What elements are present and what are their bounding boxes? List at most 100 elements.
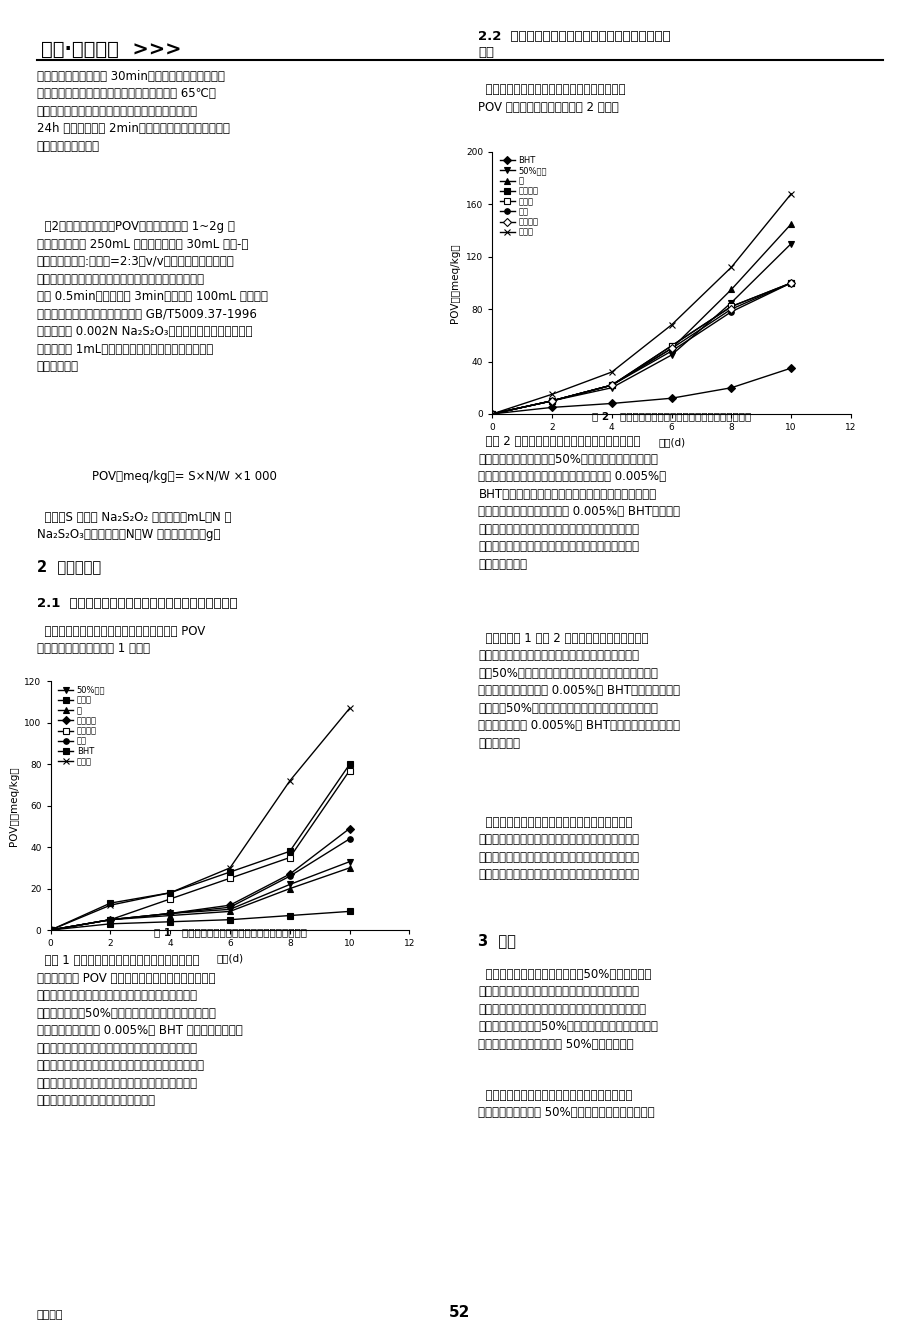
50%甲醇 bbox=[344, 853, 355, 870]
BHT bbox=[284, 907, 295, 923]
正己烷 bbox=[665, 337, 676, 353]
水 bbox=[665, 340, 676, 356]
水 bbox=[785, 216, 796, 233]
甲醇 bbox=[45, 922, 56, 938]
Line: 水: 水 bbox=[48, 866, 352, 933]
无水乙醇 bbox=[486, 406, 497, 422]
Text: 2.2  黄皮果不同溶剂提取物对花生油抗氧化能力的
分析: 2.2 黄皮果不同溶剂提取物对花生油抗氧化能力的 分析 bbox=[478, 30, 670, 59]
Line: 甲醇: 甲醇 bbox=[48, 836, 352, 933]
对照品 bbox=[486, 406, 497, 422]
50%甲醇 bbox=[45, 922, 56, 938]
对照品 bbox=[224, 860, 235, 876]
Text: 图 2   黄皮果的不同溶剂提取物对花生油的抗氧化效果: 图 2 黄皮果的不同溶剂提取物对花生油的抗氧化效果 bbox=[591, 411, 751, 421]
乙酸乙酯 bbox=[165, 891, 176, 907]
BHT bbox=[606, 395, 617, 411]
对照品 bbox=[284, 773, 295, 789]
水 bbox=[344, 860, 355, 876]
无水乙醇 bbox=[45, 922, 56, 938]
甲醇 bbox=[725, 304, 736, 320]
BHT bbox=[224, 911, 235, 927]
甲醇 bbox=[546, 392, 557, 409]
50%甲醇 bbox=[606, 380, 617, 396]
水 bbox=[606, 378, 617, 394]
Line: 甲醇: 甲醇 bbox=[489, 280, 793, 417]
Text: 2  结果与讨论: 2 结果与讨论 bbox=[37, 559, 101, 574]
50%甲醇 bbox=[224, 902, 235, 918]
Legend: BHT, 50%甲醇, 水, 无水乙醇, 正己烷, 甲醇, 乙酸乙酯, 对照品: BHT, 50%甲醇, 水, 无水乙醇, 正己烷, 甲醇, 乙酸乙酯, 对照品 bbox=[499, 156, 546, 237]
乙酸乙酯 bbox=[486, 406, 497, 422]
BHT bbox=[785, 360, 796, 376]
对照品 bbox=[105, 898, 116, 914]
无水乙醇 bbox=[546, 392, 557, 409]
甲醇 bbox=[224, 899, 235, 915]
Text: 技术·油脂工程  >>>: 技术·油脂工程 >>> bbox=[41, 40, 182, 59]
Line: BHT: BHT bbox=[489, 366, 793, 417]
水 bbox=[725, 281, 736, 297]
Line: 无水乙醇: 无水乙醇 bbox=[48, 825, 352, 933]
正己烷 bbox=[486, 406, 497, 422]
50%甲醇 bbox=[785, 235, 796, 251]
正己烷 bbox=[284, 843, 295, 859]
甲醇 bbox=[785, 276, 796, 292]
BHT bbox=[45, 922, 56, 938]
水 bbox=[165, 907, 176, 923]
乙酸乙酯 bbox=[224, 870, 235, 886]
甲醇 bbox=[665, 343, 676, 359]
对照品 bbox=[665, 317, 676, 333]
甲醇 bbox=[486, 406, 497, 422]
乙酸乙酯 bbox=[45, 922, 56, 938]
Line: 乙酸乙酯: 乙酸乙酯 bbox=[489, 280, 793, 417]
BHT bbox=[165, 914, 176, 930]
Text: 花生油在添加了黄皮果的不同溶剂提取物后的
POV 值随时间的变化情况如图 2 所示。: 花生油在添加了黄皮果的不同溶剂提取物后的 POV 值随时间的变化情况如图 2 所… bbox=[478, 83, 625, 114]
Line: 对照品: 对照品 bbox=[488, 191, 794, 418]
Text: POV（meq/kg）= S×N/W ×1 000: POV（meq/kg）= S×N/W ×1 000 bbox=[92, 470, 277, 484]
水 bbox=[284, 880, 295, 896]
Legend: 50%甲醇, 正己烷, 水, 无水乙醇, 乙酸乙酯, 甲醇, BHT, 对照品: 50%甲醇, 正己烷, 水, 无水乙醇, 乙酸乙酯, 甲醇, BHT, 对照品 bbox=[58, 685, 105, 766]
Text: 由图 2 可知，黄皮果的不同有机溶剂提取物对花
生油的抗氧化能力不同。50%的甲醇和水的提取物对花
生油的抗氧化能力相似，均优于质量分数为 0.005%的
BH: 由图 2 可知，黄皮果的不同有机溶剂提取物对花 生油的抗氧化能力不同。50%的甲… bbox=[478, 435, 680, 571]
水 bbox=[546, 392, 557, 409]
50%甲醇 bbox=[546, 392, 557, 409]
无水乙醇 bbox=[725, 298, 736, 314]
Text: 图 1   黄皮果的不同溶剂提取物对猪油的抗氧化效果: 图 1 黄皮果的不同溶剂提取物对猪油的抗氧化效果 bbox=[153, 927, 306, 937]
乙酸乙酯 bbox=[725, 301, 736, 317]
对照品 bbox=[45, 922, 56, 938]
甲醇 bbox=[105, 911, 116, 927]
Text: 由图 1 可知，添加了不同极性溶剂提取的黄皮果
提取物的猪油 POV 值均低于对照品。这表明不同溶剂
的黄皮果提取物对猪油均具有抗氧化作用，但抗氧化
能力强弱不: 由图 1 可知，添加了不同极性溶剂提取的黄皮果 提取物的猪油 POV 值均低于对… bbox=[37, 954, 243, 1107]
无水乙醇 bbox=[785, 276, 796, 292]
乙酸乙酯 bbox=[284, 849, 295, 866]
正己烷 bbox=[165, 884, 176, 900]
50%甲醇 bbox=[284, 876, 295, 892]
正己烷 bbox=[45, 922, 56, 938]
Line: 正己烷: 正己烷 bbox=[489, 280, 793, 417]
Y-axis label: POV值（meq/kg）: POV值（meq/kg） bbox=[450, 243, 460, 323]
无水乙醇 bbox=[665, 337, 676, 353]
Text: 52: 52 bbox=[448, 1305, 471, 1320]
BHT bbox=[486, 406, 497, 422]
Line: 50%甲醇: 50%甲醇 bbox=[48, 859, 352, 933]
乙酸乙酯 bbox=[344, 762, 355, 778]
Text: 万方数据: 万方数据 bbox=[37, 1310, 63, 1320]
Line: 水: 水 bbox=[489, 222, 793, 417]
甲醇 bbox=[284, 868, 295, 884]
正己烷 bbox=[105, 895, 116, 911]
水 bbox=[224, 903, 235, 919]
Text: 由此可以发现，从黄皮果中提取实用天然抗氧化
剂时，可以使用水和 50%甲醇作为浸提剂，具体是哪: 由此可以发现，从黄皮果中提取实用天然抗氧化 剂时，可以使用水和 50%甲醇作为浸… bbox=[478, 1089, 654, 1120]
对照品 bbox=[344, 700, 355, 716]
正己烷 bbox=[785, 276, 796, 292]
BHT bbox=[725, 380, 736, 396]
X-axis label: 时间(d): 时间(d) bbox=[216, 954, 244, 964]
Text: 式中，S 为消耗 Na₂S₂O₂ 的毫升数，mL；N 为
Na₂S₂O₃的当量浓度，N；W 为样品的质量，g。: 式中，S 为消耗 Na₂S₂O₂ 的毫升数，mL；N 为 Na₂S₂O₃的当量浓… bbox=[37, 511, 231, 542]
Line: 无水乙醇: 无水乙醇 bbox=[489, 280, 793, 417]
无水乙醇 bbox=[105, 911, 116, 927]
Text: 同时，由图 1 和图 2 还可以发现，黄皮果不同溶
剂提取物在猪油中的抗氧化效果与在花生油中有所差
别。50%甲醇和水提取物在猪油中的抗氧化效果虽然较
强，但弱: 同时，由图 1 和图 2 还可以发现，黄皮果不同溶 剂提取物在猪油中的抗氧化效果… bbox=[478, 632, 680, 750]
无水乙醇 bbox=[606, 378, 617, 394]
BHT bbox=[665, 390, 676, 406]
对照品 bbox=[165, 884, 176, 900]
Line: 乙酸乙酯: 乙酸乙酯 bbox=[48, 767, 352, 933]
50%甲醇 bbox=[486, 406, 497, 422]
乙酸乙酯 bbox=[665, 340, 676, 356]
Text: 以上结果说明，各提取物抗氧化能力的差别与提
取溶剂的极性有关。不同的溶剂对黄皮果中抗氧化物
质的溶解度不同，所提取的抗氧化物质的量与成分不
同，从而导致了不同溶: 以上结果说明，各提取物抗氧化能力的差别与提 取溶剂的极性有关。不同的溶剂对黄皮果… bbox=[478, 816, 639, 882]
Text: 磁力搅拌器上加热搅拌 30min，使添加物充分溶解，随
后移人空的白色瓶中，用玻璃塞塞住瓶口，置 65℃恒
温箱内避光保存，仅当取样测定时才打开瓶塞。每隔
24: 磁力搅拌器上加热搅拌 30min，使添加物充分溶解，随 后移人空的白色瓶中，用玻… bbox=[37, 70, 230, 153]
无水乙醇 bbox=[284, 866, 295, 882]
对照品 bbox=[606, 364, 617, 380]
